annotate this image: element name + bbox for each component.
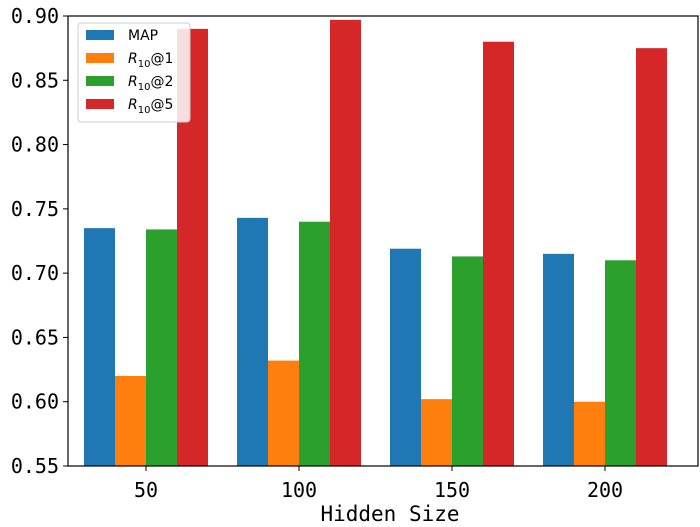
bar-r10-1-100 <box>268 360 299 466</box>
legend-swatch <box>86 53 114 63</box>
bar-map-100 <box>237 217 268 466</box>
y-tick-label: 0.60 <box>11 390 59 414</box>
y-tick-label: 0.85 <box>11 68 59 92</box>
y-tick-label: 0.55 <box>11 454 59 478</box>
y-tick-label: 0.70 <box>11 261 59 285</box>
bar-r10-1-150 <box>421 399 452 466</box>
bar-r10-2-50 <box>146 229 177 466</box>
x-axis-title: Hidden Size <box>320 502 459 526</box>
legend: MAP R10@1 R10@2 R10@5 <box>77 22 191 123</box>
y-tick-label: 0.80 <box>11 133 59 157</box>
bar-r10-2-100 <box>299 221 330 466</box>
legend-label: R10@2 <box>128 74 173 93</box>
bar-map-200 <box>543 253 574 466</box>
bar-r10-2-150 <box>452 256 483 466</box>
legend-label: MAP <box>128 28 158 44</box>
y-axis: 0.55 0.60 0.65 0.70 0.75 0.80 0.85 0.90 <box>11 4 68 478</box>
x-tick-label: 50 <box>134 478 158 502</box>
plot-frame <box>67 15 699 467</box>
bar-r10-5-150 <box>483 41 514 466</box>
legend-box <box>77 22 191 123</box>
y-tick-label: 0.75 <box>11 197 59 221</box>
y-tick-label: 0.65 <box>11 325 59 349</box>
bar-r10-2-200 <box>605 260 636 466</box>
x-tick-label: 200 <box>587 478 623 502</box>
y-tick-label: 0.90 <box>11 4 59 28</box>
legend-label: R10@1 <box>128 51 173 70</box>
x-tick-label: 150 <box>434 478 470 502</box>
bar-map-50 <box>84 228 115 466</box>
bar-r10-5-200 <box>636 48 667 467</box>
legend-label: R10@5 <box>128 97 173 116</box>
legend-swatch <box>86 99 114 109</box>
bar-r10-5-100 <box>330 19 361 466</box>
legend-swatch <box>86 30 114 40</box>
x-axis: 50 100 150 200 <box>134 466 623 502</box>
bar-r10-1-50 <box>115 376 146 466</box>
bar-map-150 <box>390 248 421 466</box>
bars-layer <box>84 19 667 467</box>
legend-swatch <box>86 76 114 86</box>
x-tick-label: 100 <box>281 478 317 502</box>
bar-r10-1-200 <box>574 401 605 466</box>
